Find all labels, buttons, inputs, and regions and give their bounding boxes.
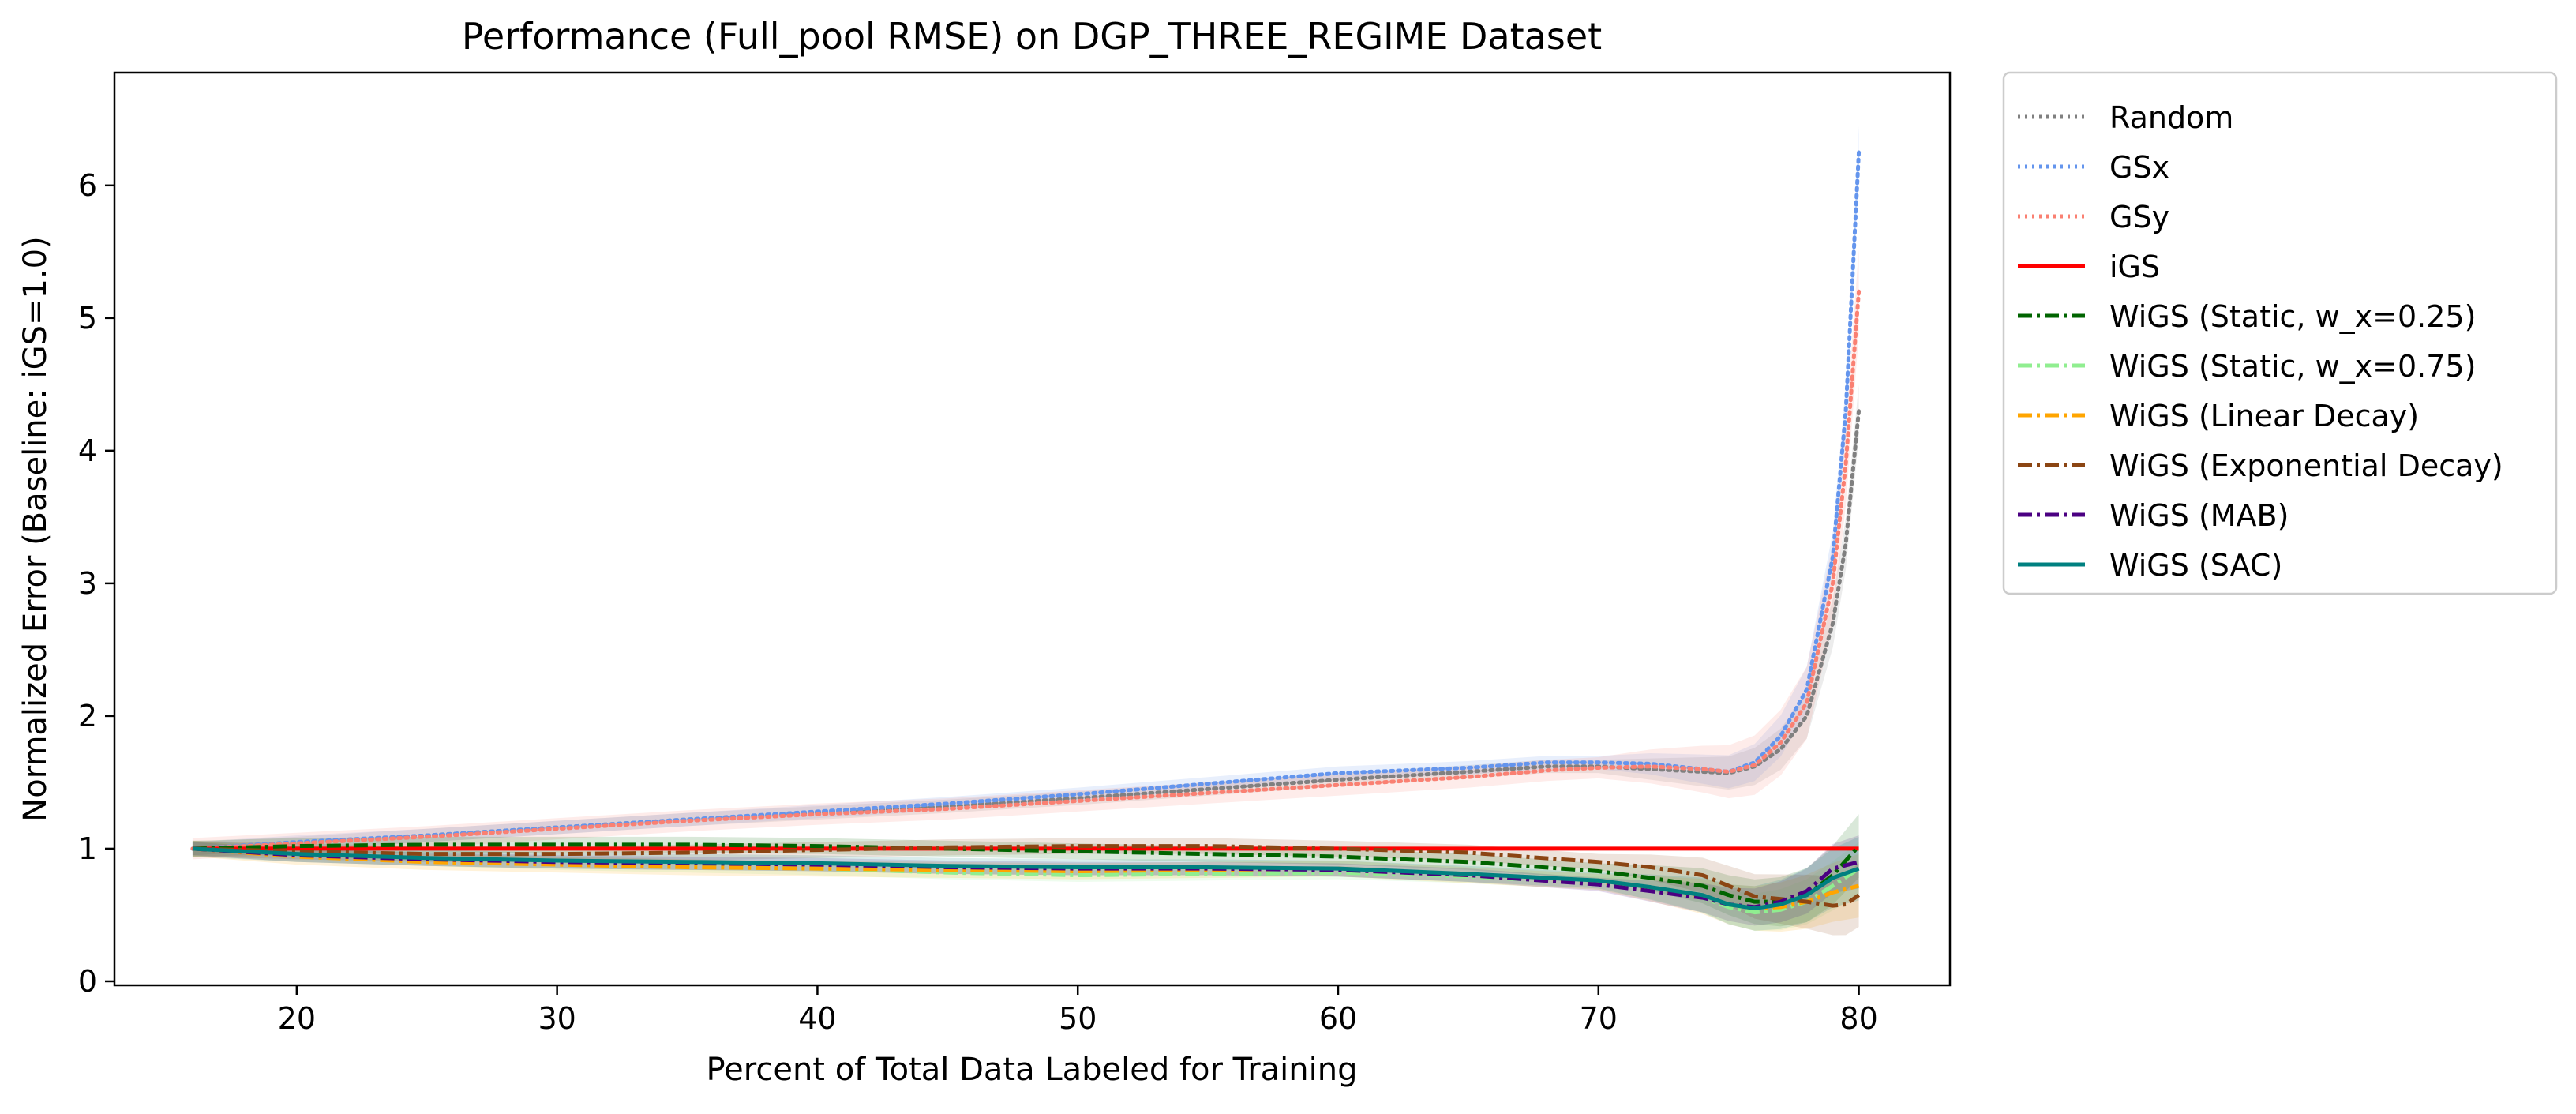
y-tick-label: 5 xyxy=(78,301,97,336)
x-tick-label: 60 xyxy=(1319,1001,1357,1036)
series-line-wigs-exponential-decay xyxy=(192,844,1861,908)
x-tick-label: 80 xyxy=(1839,1001,1877,1036)
y-tick-label: 2 xyxy=(78,699,97,733)
legend-label: GSy xyxy=(2109,200,2169,234)
legend-label: Random xyxy=(2109,100,2233,135)
x-tick-label: 30 xyxy=(538,1001,576,1036)
y-axis-label: Normalized Error (Baseline: iGS=1.0) xyxy=(17,236,54,821)
legend-label: GSx xyxy=(2109,150,2169,185)
legend-label: WiGS (Static, w_x=0.75) xyxy=(2109,349,2476,384)
y-axis: 0 1 2 3 4 5 6 xyxy=(78,168,114,999)
legend-label: WiGS (Static, w_x=0.25) xyxy=(2109,299,2476,334)
legend: Random GSx GSy iGS WiGS (Static, w_x=0.25) Wi… xyxy=(2002,71,2558,595)
legend-label: WiGS (Exponential Decay) xyxy=(2109,448,2503,483)
legend-label: WiGS (Linear Decay) xyxy=(2109,399,2419,433)
x-axis-label: Percent of Total Data Labeled for Traini… xyxy=(706,1052,1357,1088)
legend-label: iGS xyxy=(2109,249,2160,284)
y-tick-label: 0 xyxy=(78,964,97,999)
series-line-gsx xyxy=(190,150,1862,851)
band-wigs-static-w-x-0-75 xyxy=(192,842,1859,932)
series-line-gsy xyxy=(190,289,1862,851)
band-wigs-static-w-x-0-25 xyxy=(192,814,1859,927)
legend-label: WiGS (MAB) xyxy=(2109,498,2289,533)
legend-frame xyxy=(2002,71,2558,595)
y-tick-label: 3 xyxy=(78,566,97,601)
x-tick-label: 40 xyxy=(798,1001,836,1036)
x-tick-label: 20 xyxy=(278,1001,316,1036)
y-tick-label: 4 xyxy=(78,433,97,468)
band-wigs-linear-decay xyxy=(192,840,1859,932)
y-tick-label: 6 xyxy=(78,168,97,203)
series-lines xyxy=(190,150,1862,915)
band-wigs-mab xyxy=(192,835,1859,926)
chart-title: Performance (Full_pool RMSE) on DGP_THRE… xyxy=(462,15,1602,58)
band-gsy xyxy=(192,249,1859,860)
legend-label: WiGS (SAC) xyxy=(2109,548,2282,583)
band-gsx xyxy=(192,126,1859,856)
y-tick-label: 1 xyxy=(78,831,97,866)
series-line-wigs-sac xyxy=(192,846,1860,911)
band-random xyxy=(192,384,1859,856)
series-line-random xyxy=(190,408,1862,851)
plot-area-frame xyxy=(113,71,1952,987)
x-axis: 20 30 40 50 60 70 80 xyxy=(278,985,1878,1036)
x-tick-label: 50 xyxy=(1059,1001,1097,1036)
x-tick-label: 70 xyxy=(1580,1001,1618,1036)
confidence-bands xyxy=(192,126,1859,936)
